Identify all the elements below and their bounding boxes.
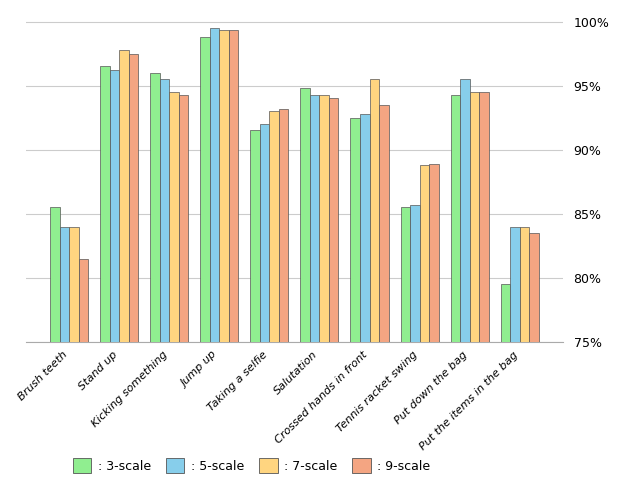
Bar [379, 105, 388, 342]
Bar [470, 92, 479, 342]
Bar [401, 207, 410, 342]
Bar [319, 95, 329, 342]
Bar [100, 66, 109, 342]
Bar [479, 92, 489, 342]
Bar [119, 50, 129, 342]
Bar [429, 164, 438, 342]
Bar [279, 109, 289, 342]
Bar [129, 53, 138, 342]
Bar [109, 70, 119, 342]
Bar [300, 88, 310, 342]
Bar [410, 205, 420, 342]
Legend: : 3-scale, : 5-scale, : 7-scale, : 9-scale: : 3-scale, : 5-scale, : 7-scale, : 9-sca… [67, 453, 435, 478]
Bar [269, 111, 279, 342]
Bar [529, 233, 539, 342]
Bar [69, 227, 79, 342]
Bar [200, 37, 210, 342]
Bar [460, 79, 470, 342]
Bar [60, 227, 69, 342]
Bar [369, 79, 379, 342]
Bar [500, 284, 510, 342]
Bar [210, 28, 220, 342]
Bar [510, 227, 520, 342]
Bar [360, 114, 369, 342]
Bar [250, 130, 260, 342]
Bar [451, 95, 460, 342]
Bar [329, 99, 339, 342]
Bar [160, 79, 169, 342]
Bar [351, 118, 360, 342]
Bar [520, 227, 529, 342]
Bar [179, 95, 188, 342]
Bar [220, 31, 229, 342]
Bar [50, 207, 60, 342]
Bar [169, 92, 179, 342]
Bar [260, 124, 269, 342]
Bar [150, 73, 160, 342]
Bar [420, 165, 429, 342]
Bar [79, 259, 88, 342]
Bar [310, 95, 319, 342]
Bar [229, 31, 238, 342]
